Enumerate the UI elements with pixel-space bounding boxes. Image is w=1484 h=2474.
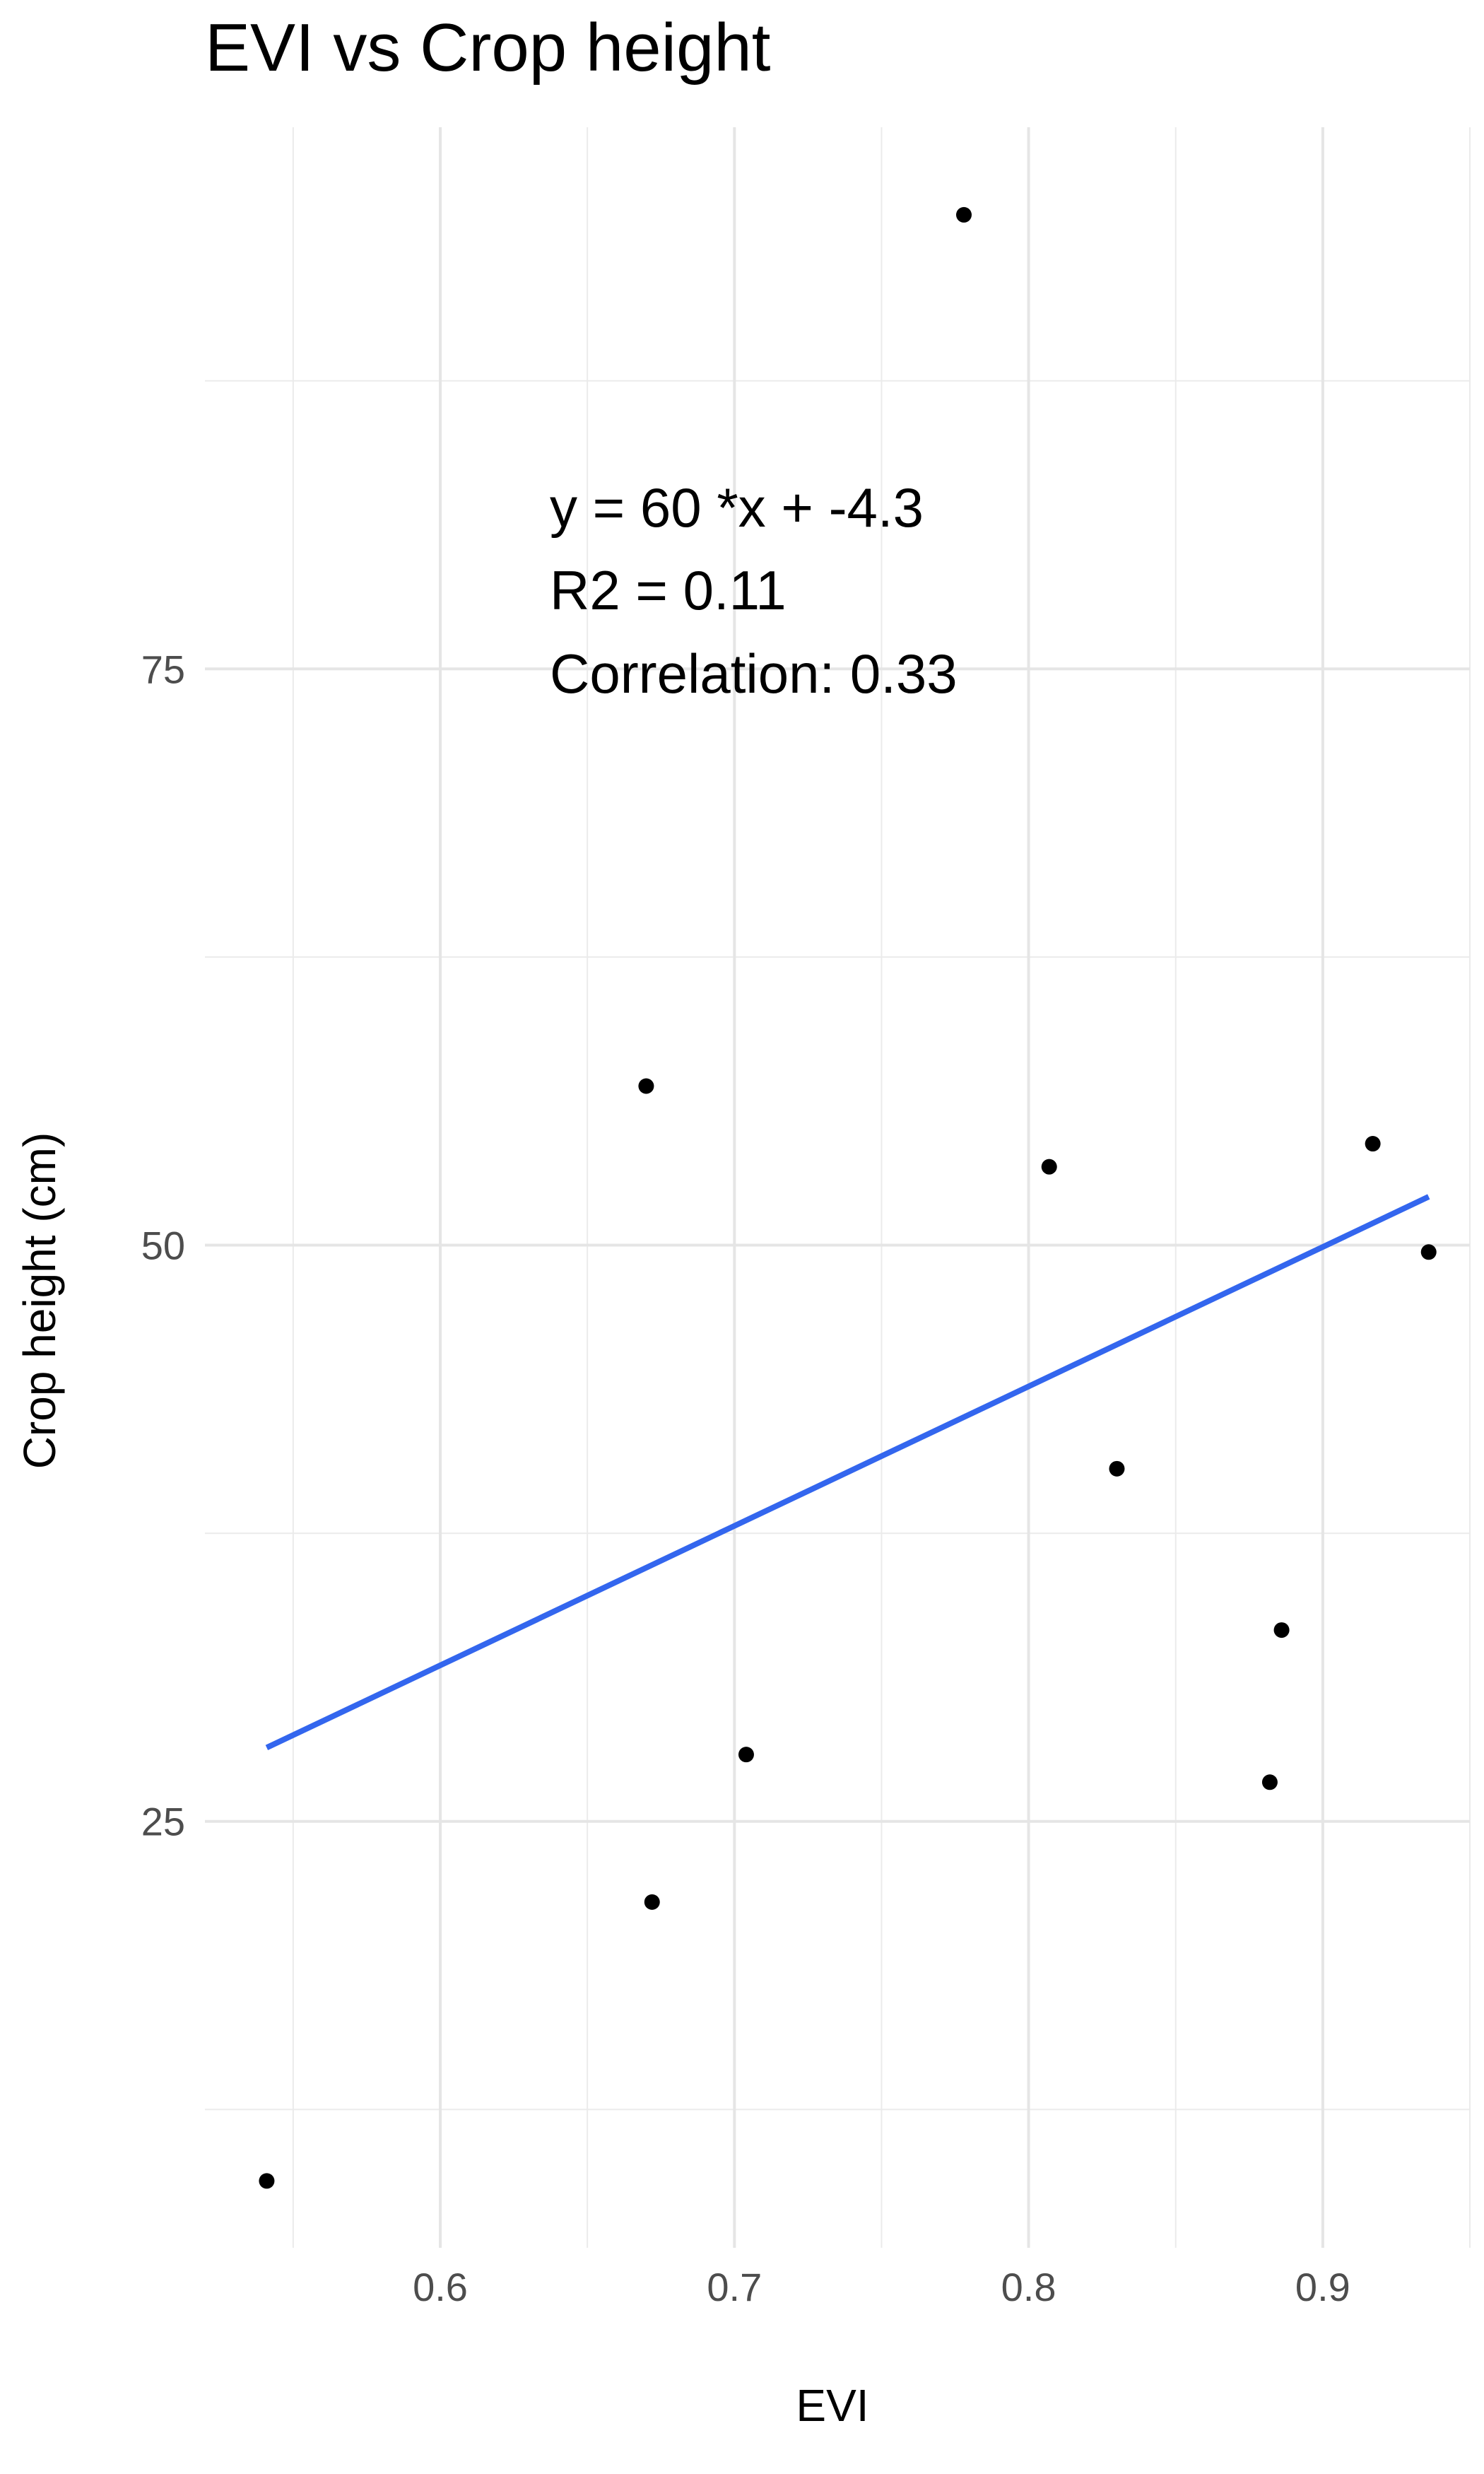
regression-line <box>265 1194 1430 1751</box>
data-point <box>1420 1244 1437 1260</box>
data-point <box>644 1894 660 1910</box>
data-point <box>1273 1622 1290 1638</box>
grid-major <box>205 127 1470 2248</box>
y-tick-labels: 25 50 75 <box>141 647 185 1843</box>
chart-title: EVI vs Crop height <box>205 10 770 86</box>
x-tick-label: 0.9 <box>1295 2265 1350 2309</box>
x-tick-label: 0.8 <box>1001 2265 1056 2309</box>
data-point <box>638 1078 654 1094</box>
y-tick-label: 75 <box>141 647 185 691</box>
data-point <box>956 206 972 223</box>
annotation-block: y = 60 *x + -4.3 R2 = 0.11 Correlation: … <box>550 476 958 705</box>
data-point <box>1261 1774 1278 1790</box>
y-axis-title: Crop height (cm) <box>14 1132 65 1470</box>
data-point <box>738 1747 754 1763</box>
annotation-r2: R2 = 0.11 <box>550 559 787 621</box>
x-tick-labels: 0.6 0.7 0.8 0.9 <box>413 2265 1350 2309</box>
x-tick-label: 0.7 <box>707 2265 762 2309</box>
x-axis-title: EVI <box>796 2380 868 2431</box>
y-tick-label: 25 <box>141 1800 185 1844</box>
data-points <box>259 206 1437 2189</box>
annotation-equation: y = 60 *x + -4.3 <box>550 476 924 539</box>
data-point <box>1041 1159 1057 1175</box>
annotation-correlation: Correlation: 0.33 <box>550 643 958 705</box>
x-tick-label: 0.6 <box>413 2265 468 2309</box>
data-point <box>1365 1136 1381 1152</box>
data-point <box>259 2173 275 2189</box>
grid-minor <box>205 127 1471 2248</box>
y-tick-label: 50 <box>141 1224 185 1268</box>
data-point <box>1109 1460 1125 1477</box>
